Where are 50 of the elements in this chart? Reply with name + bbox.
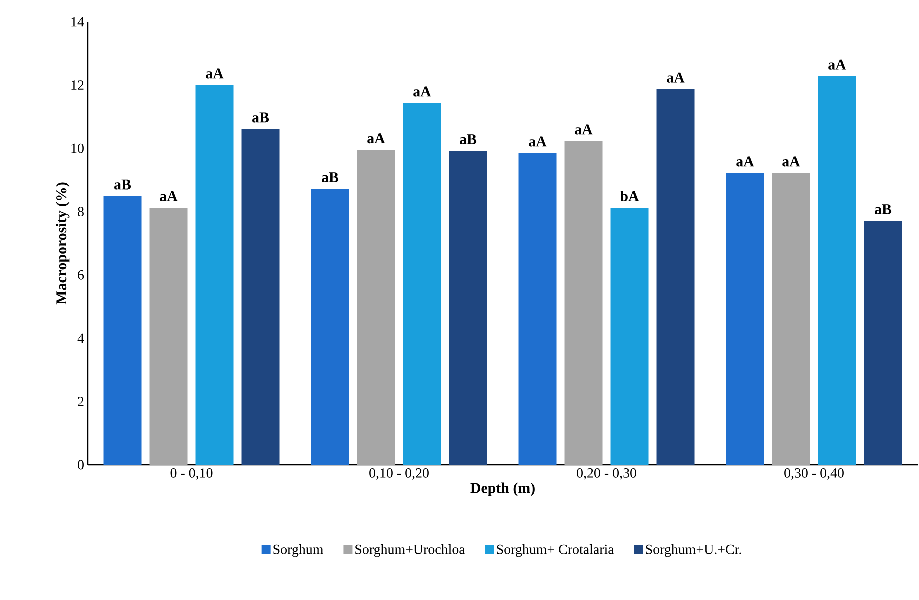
y-tick-label: 12 [72, 80, 84, 90]
y-tick-label: 4 [78, 334, 84, 344]
bar [104, 196, 142, 465]
bar [518, 153, 557, 465]
y-tick-label: 14 [72, 17, 84, 27]
data-label: aA [575, 124, 593, 135]
bar [610, 208, 649, 465]
data-label: aA [782, 156, 800, 167]
data-label: aA [828, 60, 846, 70]
bar [403, 103, 442, 465]
legend-label: Sorghum+U.+Cr. [646, 544, 742, 558]
x-tick-label: 0,10 - 0,20 [370, 468, 429, 480]
y-tick-label: 10 [72, 144, 84, 154]
data-label: aA [368, 134, 386, 144]
y-tick-label: 2 [78, 397, 84, 406]
legend-label: Sorghum+Urochloa [356, 544, 466, 558]
data-label: aA [529, 136, 547, 147]
bar [242, 129, 280, 465]
data-label: aA [736, 156, 754, 167]
bar [656, 89, 695, 465]
x-tick-label: 0 - 0,10 [170, 468, 213, 480]
x-axis-title: Depth (m) [470, 482, 535, 496]
data-label: aB [252, 112, 270, 123]
data-label: aB [875, 204, 892, 214]
x-tick-label: 0,20 - 0,30 [577, 468, 636, 480]
bar [864, 221, 902, 465]
bar [150, 208, 188, 465]
data-label: aB [114, 180, 132, 190]
bar [818, 76, 856, 465]
y-tick-label: 6 [78, 270, 84, 280]
data-label: aB [322, 172, 339, 183]
y-tick-label: 8 [78, 207, 84, 217]
y-tick-label: 0 [78, 460, 84, 470]
data-label: aA [160, 192, 178, 202]
bar [196, 85, 234, 465]
data-label: aB [460, 134, 477, 145]
data-label: aA [667, 72, 685, 83]
data-label: bA [620, 191, 640, 202]
data-label: aA [206, 68, 224, 79]
bar [449, 151, 488, 465]
legend-label: Sorghum [274, 544, 324, 558]
bar [357, 150, 396, 465]
bar [726, 173, 764, 465]
y-axis-title: Macroporosity (%) [56, 182, 70, 305]
bar [772, 173, 810, 465]
bar [564, 141, 603, 465]
data-label: aA [414, 86, 432, 97]
bar [311, 189, 350, 465]
x-tick-label: 0,30 - 0,40 [784, 468, 844, 480]
legend-label: Sorghum+ Crotalaria [497, 544, 614, 558]
